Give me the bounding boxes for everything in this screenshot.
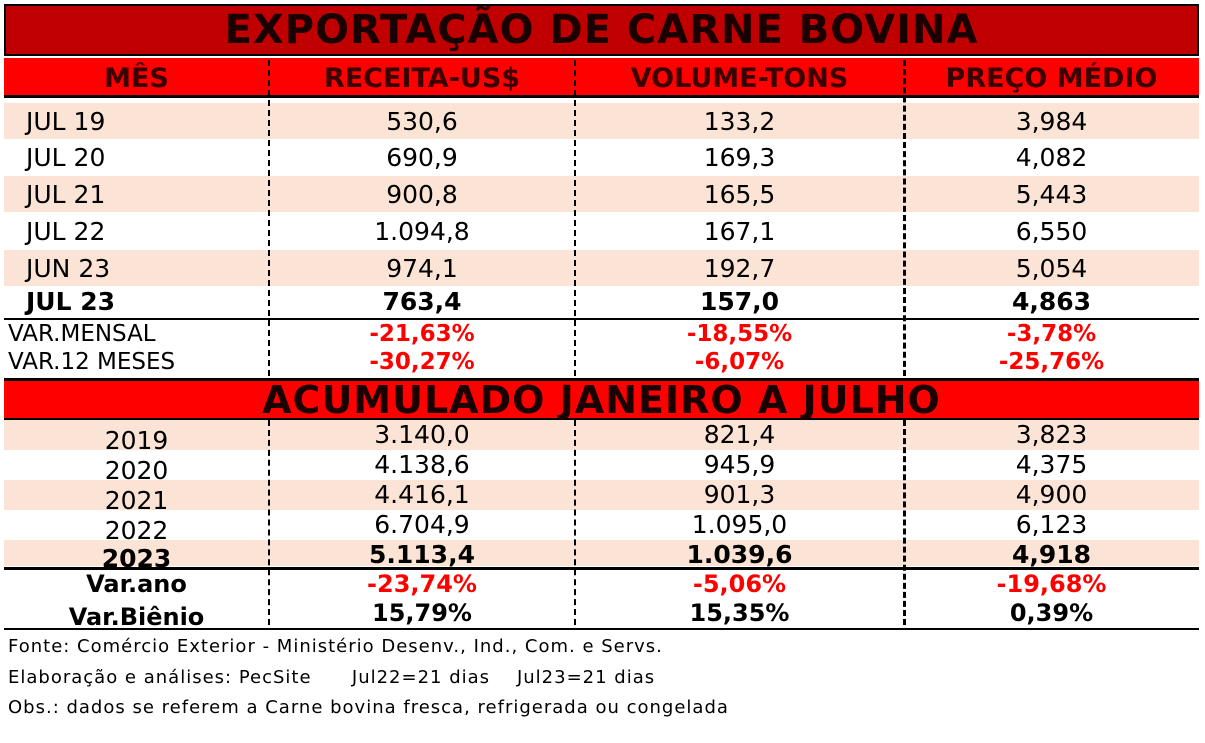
column-separator xyxy=(268,420,270,625)
header-mes: MÊS xyxy=(104,62,169,94)
row-mes: JUN 23 xyxy=(26,253,111,283)
footer-note: Obs.: dados se referem a Carne bovina fr… xyxy=(8,697,729,718)
row-preco: 5,054 xyxy=(1015,253,1088,283)
var-bienio-label: Var.Biênio xyxy=(68,603,205,631)
row-preco: 6,123 xyxy=(1015,510,1088,539)
var-mensal-receita: -21,63% xyxy=(369,320,475,347)
row-volume: 901,3 xyxy=(703,480,776,509)
row-preco: 5,443 xyxy=(1015,179,1088,209)
row-mes: JUL 22 xyxy=(26,216,106,246)
row-preco: 3,984 xyxy=(1015,106,1088,136)
divider xyxy=(4,318,1199,320)
row-receita: 4.138,6 xyxy=(374,450,470,479)
row-receita: 1.094,8 xyxy=(374,216,470,246)
row-mes: JUL 21 xyxy=(26,179,106,209)
var-12-receita: -30,27% xyxy=(369,348,475,375)
table-row-highlight: 2023 5.113,4 1.039,6 4,918 xyxy=(4,540,1199,573)
var-bienio-row: Var.Biênio 15,79% 15,35% 0,39% xyxy=(4,598,1199,631)
table-row: 2019 3.140,0 821,4 3,823 xyxy=(4,420,1199,455)
var-bienio-receita: 15,79% xyxy=(372,599,472,627)
table-title: EXPORTAÇÃO DE CARNE BOVINA xyxy=(4,4,1199,56)
var-12-preco: -25,76% xyxy=(998,348,1105,375)
row-volume: 945,9 xyxy=(703,450,776,479)
row-preco: 4,900 xyxy=(1015,480,1088,509)
row-preco: 6,550 xyxy=(1015,216,1088,246)
row-volume: 167,1 xyxy=(703,216,776,246)
row-ano: 2022 xyxy=(104,515,169,545)
header-preco: PREÇO MÉDIO xyxy=(945,62,1158,94)
table-row: 2022 6.704,9 1.095,0 6,123 xyxy=(4,510,1199,545)
row-preco: 4,863 xyxy=(1011,286,1092,316)
row-preco: 3,823 xyxy=(1015,420,1088,449)
var-12-row: VAR.12 MESES -30,27% -6,07% -25,76% xyxy=(4,347,1199,376)
table-row: JUL 22 1.094,8 167,1 6,550 xyxy=(4,213,1199,249)
row-receita: 974,1 xyxy=(386,253,458,283)
var-ano-preco: -19,68% xyxy=(996,570,1107,598)
var-ano-receita: -23,74% xyxy=(367,570,477,598)
table-row: JUL 20 690,9 169,3 4,082 xyxy=(4,139,1199,175)
table-row: 2020 4.138,6 945,9 4,375 xyxy=(4,450,1199,485)
var-mensal-preco: -3,78% xyxy=(1006,320,1097,347)
row-preco: 4,918 xyxy=(1011,540,1092,569)
row-volume: 192,7 xyxy=(703,253,776,283)
header-volume: VOLUME-TONS xyxy=(630,62,849,94)
row-ano: 2019 xyxy=(104,425,169,455)
row-mes: JUL 23 xyxy=(26,286,116,316)
row-volume: 157,0 xyxy=(699,286,780,316)
row-volume: 1.095,0 xyxy=(691,510,788,539)
column-separator xyxy=(903,60,906,376)
var-mensal-volume: -18,55% xyxy=(686,320,793,347)
row-receita: 5.113,4 xyxy=(369,540,475,569)
row-ano: 2021 xyxy=(104,485,169,515)
row-receita: 690,9 xyxy=(386,142,458,172)
section-title: ACUMULADO JANEIRO A JULHO xyxy=(4,378,1199,422)
table-row: JUL 21 900,8 165,5 5,443 xyxy=(4,176,1199,212)
divider xyxy=(4,628,1199,630)
var-mensal-label: VAR.MENSAL xyxy=(8,320,156,347)
header-receita: RECEITA-US$ xyxy=(323,62,521,94)
var-ano-volume: -5,06% xyxy=(692,570,787,598)
row-volume: 1.039,6 xyxy=(686,540,793,569)
row-preco: 4,375 xyxy=(1015,450,1088,479)
var-bienio-volume: 15,35% xyxy=(689,599,790,627)
header-bar xyxy=(4,58,1199,98)
var-ano-row: Var.ano -23,74% -5,06% -19,68% xyxy=(4,570,1199,598)
column-separator xyxy=(903,420,906,625)
row-receita: 6.704,9 xyxy=(374,510,470,539)
row-ano: 2020 xyxy=(104,455,169,485)
header-row: MÊS RECEITA-US$ VOLUME-TONS PREÇO MÉDIO xyxy=(4,58,1199,98)
var-mensal-row: VAR.MENSAL -21,63% -18,55% -3,78% xyxy=(4,320,1199,347)
column-separator xyxy=(268,60,270,376)
table-row-highlight: JUL 23 763,4 157,0 4,863 xyxy=(4,284,1199,318)
table-row: 2021 4.416,1 901,3 4,900 xyxy=(4,480,1199,515)
row-volume: 821,4 xyxy=(703,420,776,449)
var-ano-label: Var.ano xyxy=(86,570,187,598)
row-volume: 133,2 xyxy=(703,106,776,136)
table-row: JUN 23 974,1 192,7 5,054 xyxy=(4,250,1199,286)
row-receita: 4.416,1 xyxy=(374,480,470,509)
row-volume: 165,5 xyxy=(703,179,776,209)
row-mes: JUL 20 xyxy=(26,142,106,172)
var-12-label: VAR.12 MESES xyxy=(8,348,176,375)
row-preco: 4,082 xyxy=(1015,142,1088,172)
row-mes: JUL 19 xyxy=(26,106,106,136)
row-receita: 763,4 xyxy=(382,286,462,316)
column-separator xyxy=(574,60,576,376)
column-separator xyxy=(574,420,576,625)
row-ano: 2023 xyxy=(101,543,172,573)
row-receita: 530,6 xyxy=(386,106,458,136)
footer-elaboration: Elaboração e análises: PecSite Jul22=21 … xyxy=(8,667,656,688)
table-row: JUL 19 530,6 133,2 3,984 xyxy=(4,103,1199,139)
divider xyxy=(4,567,1199,570)
row-volume: 169,3 xyxy=(703,142,776,172)
var-12-volume: -6,07% xyxy=(694,348,785,375)
row-receita: 900,8 xyxy=(386,179,458,209)
footer-source: Fonte: Comércio Exterior - Ministério De… xyxy=(8,636,663,657)
var-bienio-preco: 0,39% xyxy=(1009,599,1094,627)
row-receita: 3.140,0 xyxy=(374,420,470,449)
